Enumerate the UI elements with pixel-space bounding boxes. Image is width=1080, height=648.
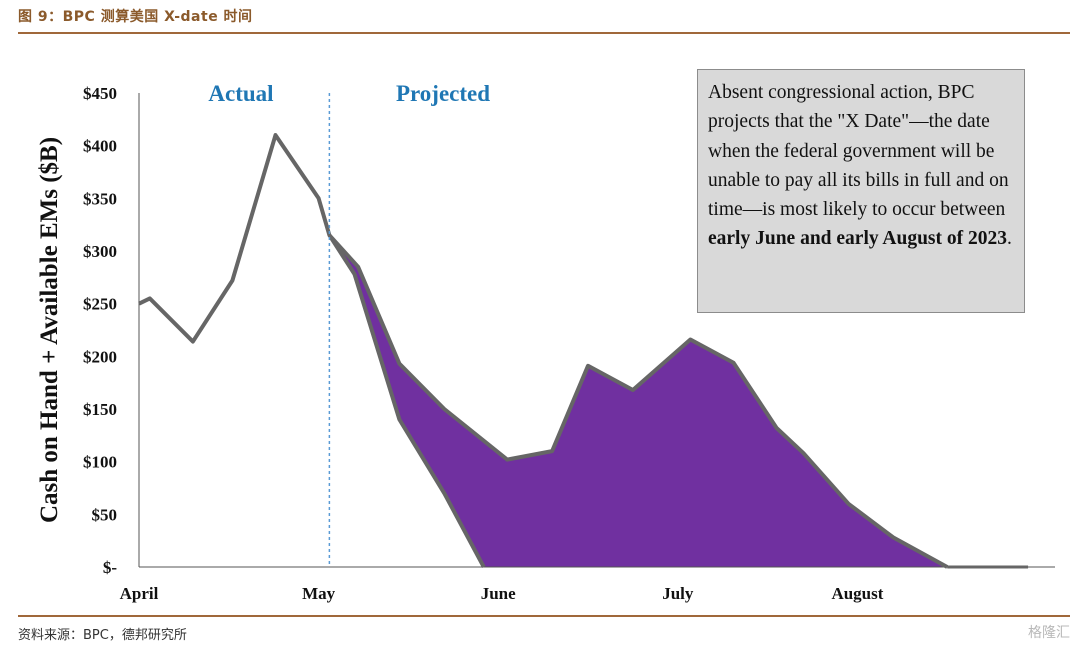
actual-label: Actual <box>208 81 273 106</box>
y-tick-label: $300 <box>83 242 117 261</box>
y-tick-label: $200 <box>83 347 117 366</box>
y-tick-label: $150 <box>83 400 117 419</box>
x-tick-label: April <box>120 584 159 603</box>
bottom-rule <box>18 615 1070 617</box>
x-tick-label: June <box>481 584 516 603</box>
y-axis-label: Cash on Hand + Available EMs ($B) <box>36 137 63 523</box>
y-tick-label: $450 <box>83 84 117 103</box>
y-tick-label: $250 <box>83 295 117 314</box>
y-tick-label: $- <box>103 558 118 577</box>
y-tick-label: $100 <box>83 453 117 472</box>
x-tick-label: July <box>662 584 694 603</box>
watermark-logo: 格隆汇 <box>1028 625 1070 641</box>
projected-label: Projected <box>396 81 490 106</box>
figure-title: 图 9：BPC 测算美国 X-date 时间 <box>18 9 253 25</box>
x-tick-label: May <box>302 584 336 603</box>
y-tick-label: $400 <box>83 137 117 156</box>
annotation-end: . <box>1007 228 1012 250</box>
annotation-bold-text: early June and early August of 2023 <box>708 228 1008 250</box>
y-tick-label: $350 <box>83 189 117 208</box>
annotation-text: Absent congressional action, BPC project… <box>708 82 1009 221</box>
x-tick-label: August <box>831 584 883 603</box>
projected-range-area <box>329 235 948 567</box>
lower-series-line <box>327 234 486 568</box>
upper-series-line <box>138 133 949 569</box>
top-rule <box>18 32 1070 34</box>
source-note: 资料来源：BPC，德邦研究所 <box>18 628 187 643</box>
annotation-box: Absent congressional action, BPC project… <box>697 69 1025 313</box>
y-tick-label: $50 <box>92 505 118 524</box>
